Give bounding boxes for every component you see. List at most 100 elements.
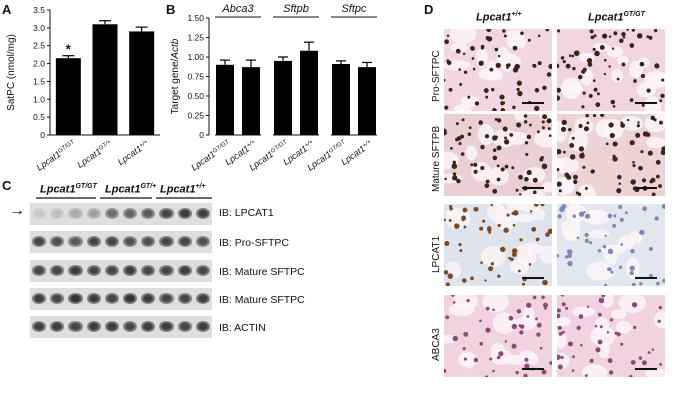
- blot-band: [68, 265, 83, 276]
- chart-b-bar: [358, 67, 376, 135]
- blot-band: [104, 208, 119, 219]
- blot-genotype-2: Lpcat1GT/+: [105, 183, 157, 196]
- panel-letter-a: A: [2, 2, 12, 17]
- blot-band: [104, 265, 119, 276]
- scale-bar: [635, 187, 657, 189]
- chart-b-group-label: Sftpb: [283, 3, 309, 15]
- histology-image: [557, 114, 665, 196]
- blot-band: [159, 293, 174, 304]
- blot-band: [68, 236, 83, 247]
- histology-image: [557, 204, 665, 286]
- panel-letter-c: C: [2, 178, 12, 193]
- histology-image: [557, 295, 665, 377]
- tissue-texture: [444, 29, 552, 111]
- blot-band: [177, 236, 192, 247]
- blot-strip: [30, 288, 212, 310]
- blot-band: [123, 236, 138, 247]
- blot-band: [32, 293, 47, 304]
- blot-band: [32, 208, 47, 219]
- blot-strip: [30, 203, 212, 225]
- panel-letter-b: B: [166, 2, 176, 17]
- chart-b-y-tick-label: 1.00: [187, 52, 204, 62]
- chart-a-y-tick-label: 2.5: [33, 41, 45, 51]
- chart-a-y-tick-label: 1.5: [33, 76, 45, 86]
- blot-band: [141, 236, 156, 247]
- blot-band: [177, 208, 192, 219]
- histology-column-1: Lpcat1+/+: [476, 11, 522, 24]
- tissue-texture: [444, 295, 552, 377]
- blot-band: [141, 265, 156, 276]
- blot-band: [159, 208, 174, 219]
- tissue-texture: [557, 29, 665, 111]
- blot-band: [104, 321, 119, 332]
- histology-image: [444, 295, 552, 377]
- chart-b-y-tick-label: 0.25: [187, 111, 204, 121]
- blot-band: [68, 208, 83, 219]
- tissue-texture: [444, 204, 552, 286]
- blot-band: [68, 321, 83, 332]
- blot-band: [123, 208, 138, 219]
- blot-genotype-3: Lpcat1+/+: [160, 183, 206, 196]
- blot-band: [86, 208, 101, 219]
- scale-bar: [635, 102, 657, 104]
- chart-a-y-tick-label: 2.0: [33, 59, 45, 69]
- blot-strip: [30, 260, 212, 282]
- histology-image: [444, 204, 552, 286]
- blot-band: [123, 265, 138, 276]
- blot-band: [68, 293, 83, 304]
- blot-label-actin: IB: ACTIN: [219, 322, 266, 334]
- chart-b-group-label: Abca3: [221, 3, 254, 15]
- chart-b-y-tick-label: 1.50: [187, 13, 204, 23]
- histology-image: [557, 29, 665, 111]
- chart-a-significance-label: *: [66, 42, 72, 57]
- blot-band: [195, 321, 210, 332]
- chart-a-y-tick-label: 0.5: [33, 112, 45, 122]
- blot-band: [50, 265, 65, 276]
- histology-column-2: Lpcat1GT/GT: [588, 11, 645, 24]
- blot-band: [32, 265, 47, 276]
- blot-band: [159, 321, 174, 332]
- tissue-texture: [557, 295, 665, 377]
- blot-band: [123, 321, 138, 332]
- chart-a-bar: [55, 58, 81, 135]
- blot-band: [50, 321, 65, 332]
- scale-bar: [635, 368, 657, 370]
- chart-a-y-title: SatPC (nmol/mg): [6, 34, 17, 111]
- blot-band: [104, 236, 119, 247]
- blot-genotype-1: Lpcat1GT/GT: [40, 183, 97, 196]
- blot-label-pro-sftpc: IB: Pro-SFTPC: [219, 237, 290, 249]
- blot-label-mature-sftpc-2: IB: Mature SFTPC: [219, 294, 305, 306]
- tissue-texture: [557, 114, 665, 196]
- chart-b-y-tick-label: 0.50: [187, 91, 204, 101]
- chart-a-y-title-group: SatPC (nmol/mg): [6, 34, 17, 111]
- blot-band: [86, 321, 101, 332]
- chart-a-y-tick-label: 1.0: [33, 94, 45, 104]
- scale-bar: [635, 277, 657, 279]
- chart-b-group-label: Sftpc: [341, 3, 367, 15]
- blot-band: [177, 321, 192, 332]
- blot-band: [195, 293, 210, 304]
- blot-band: [195, 236, 210, 247]
- blot-band: [32, 321, 47, 332]
- blot-band: [86, 293, 101, 304]
- chart-a-y-tick-label: 3.0: [33, 23, 45, 33]
- stain-label-lpcat1: LPCAT1: [431, 235, 442, 273]
- panel-letter-d: D: [424, 2, 434, 17]
- blot-strip: [30, 316, 212, 338]
- blot-band: [177, 265, 192, 276]
- chart-a-y-tick-label: 0: [40, 130, 45, 140]
- blot-band: [195, 265, 210, 276]
- scale-bar: [522, 368, 544, 370]
- stain-label-pro-sftpc: Pro-SFTPC: [431, 50, 442, 102]
- blot-band: [177, 293, 192, 304]
- blot-band: [159, 236, 174, 247]
- blot-band: [141, 321, 156, 332]
- tissue-texture: [557, 204, 665, 286]
- chart-b-y-tick-label: 1.25: [187, 33, 204, 43]
- chart-b-bar: [300, 50, 318, 136]
- chart-b-bar: [274, 60, 292, 135]
- scale-bar: [522, 102, 544, 104]
